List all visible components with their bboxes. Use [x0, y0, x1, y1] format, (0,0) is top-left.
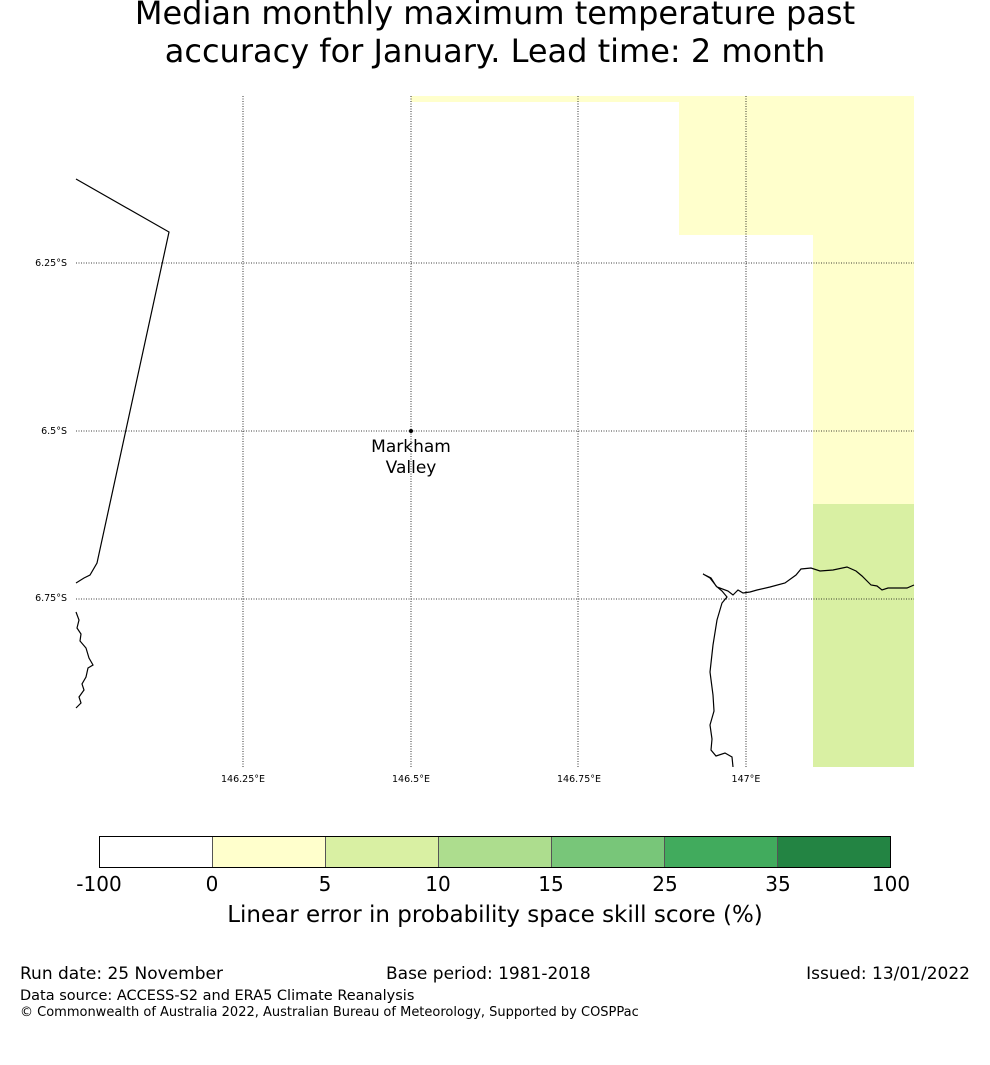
skill-cell — [813, 96, 914, 505]
lon-label: 147°E — [732, 774, 761, 785]
colorbar-segment — [778, 837, 890, 867]
colorbar-tick: 10 — [425, 872, 451, 896]
colorbar-segment — [439, 837, 552, 867]
copyright: © Commonwealth of Australia 2022, Austra… — [20, 1005, 639, 1020]
lat-label: 6.5°S — [41, 426, 67, 437]
location-marker — [409, 429, 413, 433]
colorbar-segment — [665, 837, 778, 867]
colorbar-tick: 15 — [538, 872, 564, 896]
lon-label: 146.25°E — [221, 774, 265, 785]
colorbar-segment — [326, 837, 439, 867]
colorbar-tick: 35 — [765, 872, 791, 896]
colorbar-segment — [213, 837, 326, 867]
coastline-right — [702, 566, 915, 768]
colorbar-segment — [552, 837, 665, 867]
colorbar-tick: 5 — [318, 872, 332, 896]
location-label: Markham — [371, 437, 451, 457]
map-title: Median monthly maximum temperature past … — [0, 0, 990, 70]
title-line-1: Median monthly maximum temperature past — [134, 0, 856, 32]
title-line-2: accuracy for January. Lead time: 2 month — [164, 32, 826, 70]
border-line — [75, 178, 170, 584]
lon-label: 146.75°E — [557, 774, 601, 785]
run-date: Run date: 25 November — [20, 964, 223, 984]
colorbar-tick: 0 — [205, 872, 219, 896]
lat-label: 6.75°S — [35, 593, 67, 604]
map-area: Markham Valley 146.25°E 146.5°E 146.75°E… — [35, 96, 915, 785]
lon-label: 146.5°E — [392, 774, 430, 785]
coastline-left — [75, 611, 94, 709]
colorbar-tick: 25 — [652, 872, 678, 896]
colorbar-tick: -100 — [76, 872, 122, 896]
colorbar — [99, 836, 891, 868]
base-period: Base period: 1981-2018 — [386, 964, 591, 984]
location-label: Valley — [386, 458, 437, 478]
colorbar-segment — [100, 837, 213, 867]
issued-date: Issued: 13/01/2022 — [806, 964, 970, 984]
skill-cell — [411, 96, 914, 102]
lat-label: 6.25°S — [35, 258, 67, 269]
skill-cell — [813, 504, 914, 767]
data-source: Data source: ACCESS-S2 and ERA5 Climate … — [20, 988, 415, 1004]
colorbar-tick: 100 — [871, 872, 911, 896]
colorbar-label: Linear error in probability space skill … — [227, 902, 763, 928]
